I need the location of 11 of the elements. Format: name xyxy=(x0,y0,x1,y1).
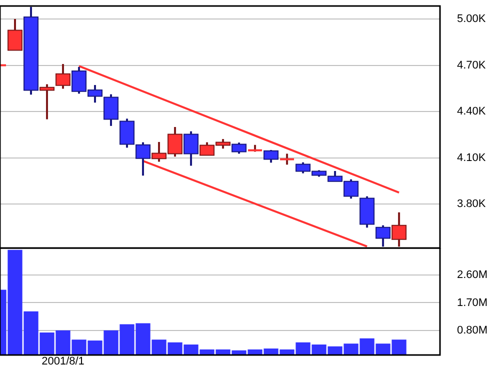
x-tick-label: 2001/8/1 xyxy=(42,356,84,368)
y-tick-label: 2.60M xyxy=(457,269,488,282)
y-tick-label: 1.70M xyxy=(457,296,488,309)
y-tick-label: 0.80M xyxy=(457,324,488,336)
y-tick-label: 4.70K xyxy=(457,59,486,72)
candlestick xyxy=(280,152,294,166)
y-tick-label: 4.10K xyxy=(457,152,486,164)
y-tick-label: 5.00K xyxy=(457,12,486,25)
candlestick xyxy=(8,18,22,52)
y-tick-label: 3.80K xyxy=(457,198,486,210)
y-tick-label: 4.40K xyxy=(457,106,486,118)
